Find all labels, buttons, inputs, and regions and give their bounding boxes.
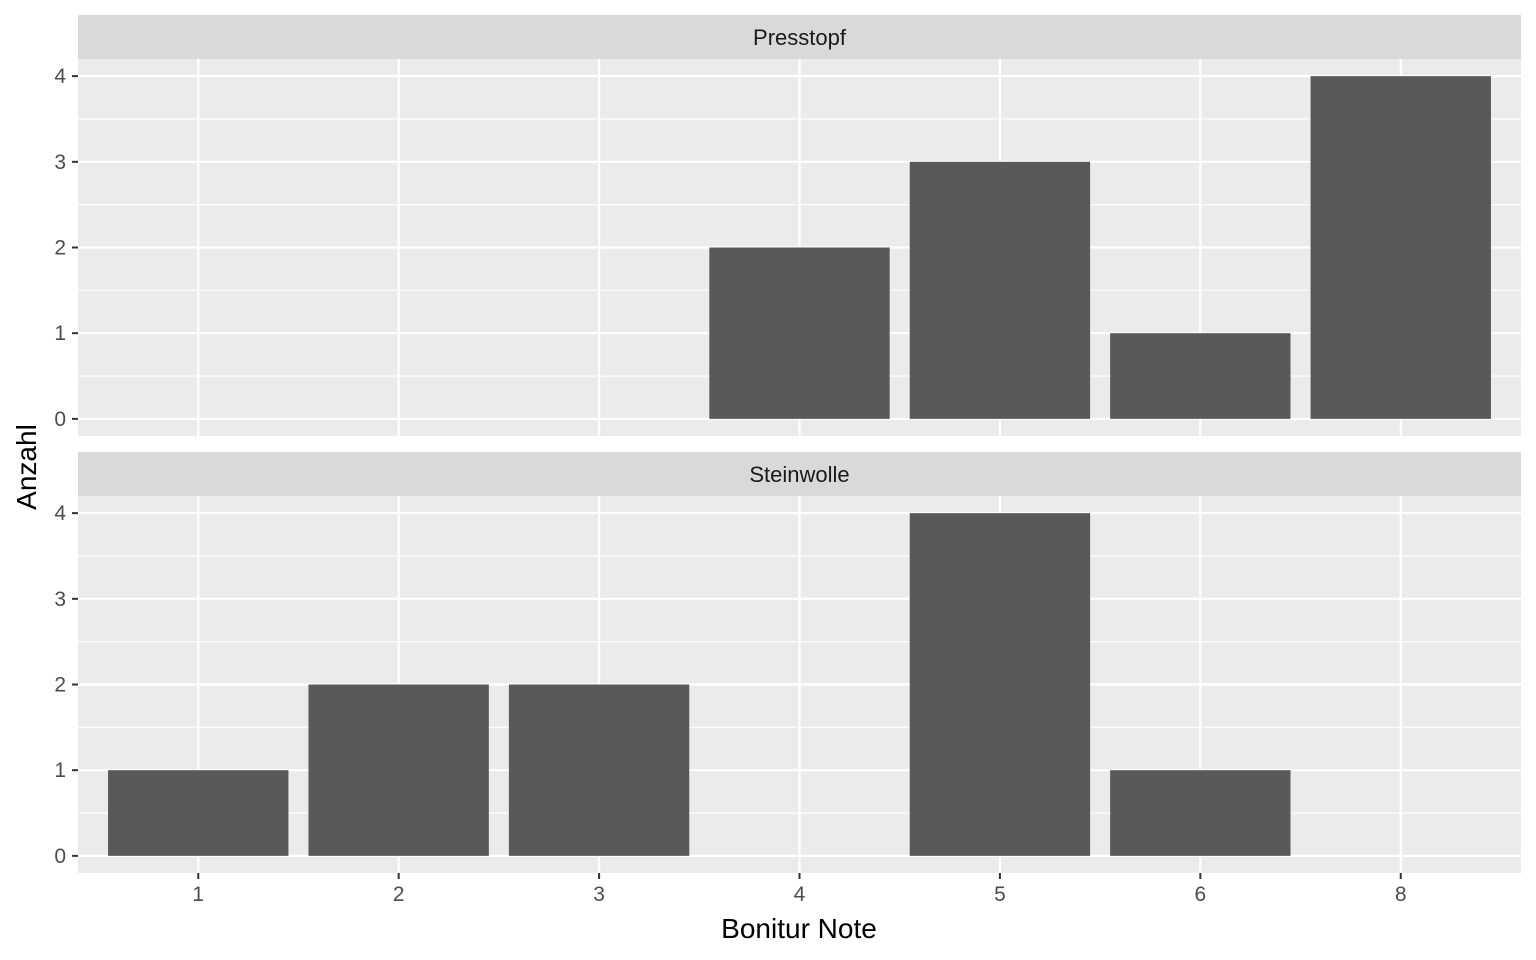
x-tick-label: 1 — [192, 883, 204, 906]
facet-strip-label: Presstopf — [753, 25, 847, 50]
y-tick-label: 4 — [54, 502, 66, 525]
bar — [1310, 76, 1491, 419]
facet-panel: Presstopf 0 1 2 3 4 — [54, 15, 1521, 436]
bar — [909, 161, 1091, 419]
y-tick-label: 0 — [54, 408, 66, 431]
facet-strip-label: Steinwolle — [749, 462, 849, 487]
facet-strip — [78, 452, 1521, 496]
x-axis-title: Bonitur Note — [721, 913, 877, 944]
facet-panel: Steinwolle 0 1 2 3 4 — [54, 452, 1521, 873]
x-tick-label: 8 — [1395, 883, 1407, 906]
y-axis-title: Anzahl — [11, 424, 42, 510]
y-tick-label: 1 — [54, 322, 66, 345]
x-tick-label: 6 — [1194, 883, 1206, 906]
facet-panels: Presstopf 0 1 2 3 4 Steinwolle 0 1 2 3 4 — [54, 15, 1521, 873]
x-tick-label: 5 — [994, 883, 1006, 906]
y-tick-label: 3 — [54, 151, 66, 174]
bar — [1110, 770, 1291, 856]
bar — [1110, 333, 1291, 419]
y-tick-label: 1 — [54, 759, 66, 782]
y-tick-label: 3 — [54, 588, 66, 611]
x-axis: 1 2 3 4 5 6 8 — [192, 873, 1407, 906]
y-tick-label: 2 — [54, 674, 66, 697]
y-tick-label: 2 — [54, 237, 66, 260]
bar — [108, 770, 289, 856]
facet-strip — [78, 15, 1521, 59]
bar — [909, 513, 1091, 856]
x-tick-label: 2 — [393, 883, 405, 906]
x-tick-label: 3 — [593, 883, 605, 906]
bar — [308, 684, 489, 856]
bar — [709, 247, 890, 419]
y-tick-label: 0 — [54, 845, 66, 868]
x-tick-label: 4 — [794, 883, 806, 906]
bar — [508, 684, 690, 856]
y-tick-label: 4 — [54, 65, 66, 88]
